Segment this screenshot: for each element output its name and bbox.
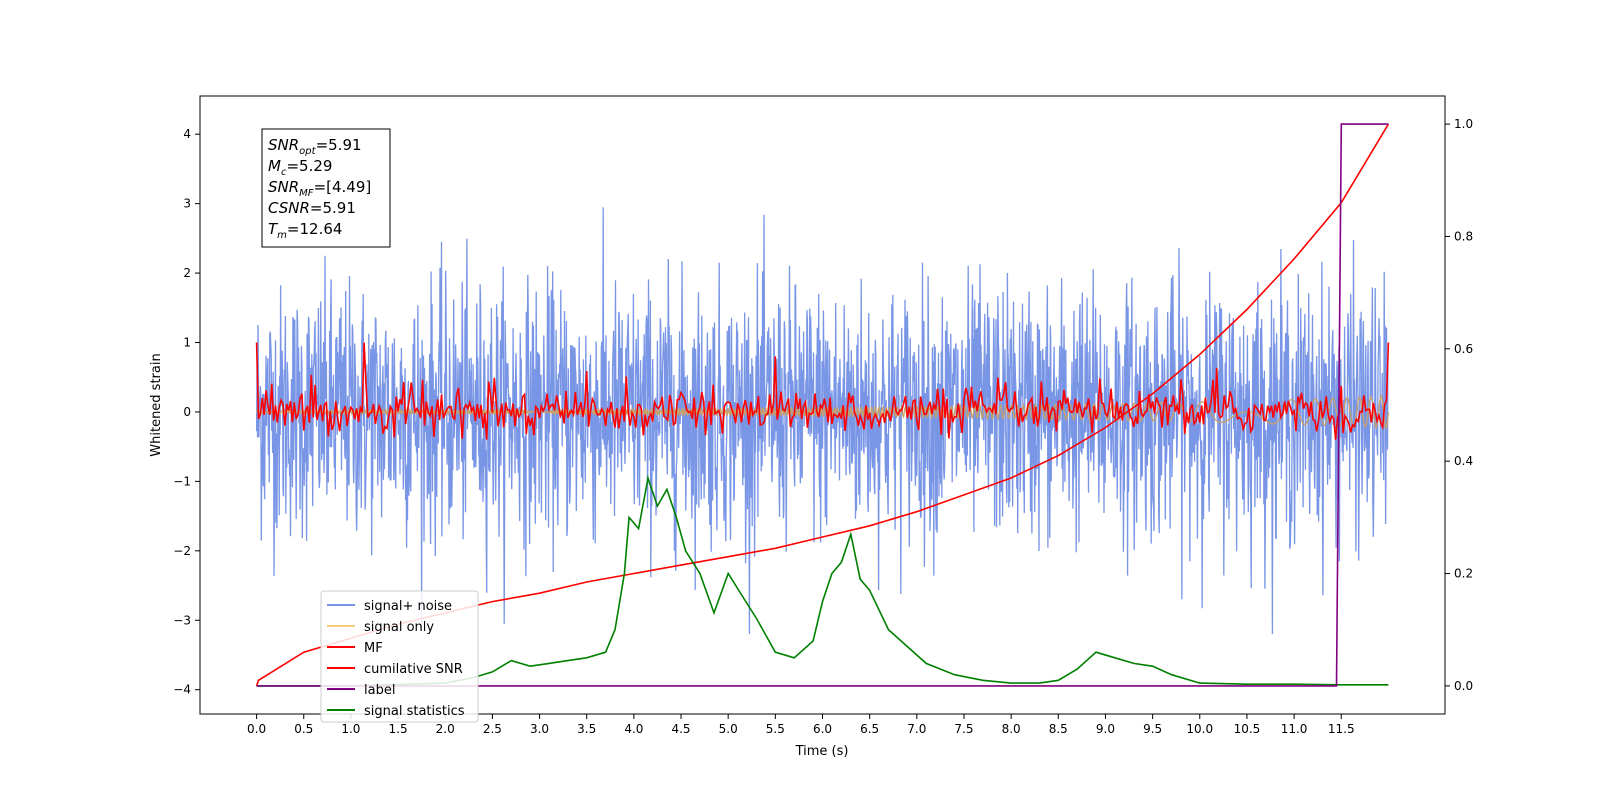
- series-signal-noise: [255, 207, 1389, 635]
- legend-label: signal statistics: [364, 704, 465, 719]
- x-tick-label: 10.5: [1234, 722, 1261, 736]
- x-tick-label: 5.5: [766, 722, 785, 736]
- legend-label: cumilative SNR: [364, 662, 463, 677]
- x-tick-label: 1.5: [389, 722, 408, 736]
- info-box-frame: [261, 128, 391, 248]
- y-axis-label: Whitened strain: [149, 353, 164, 456]
- x-tick-label: 3.5: [577, 722, 596, 736]
- x-tick-label: 0.0: [247, 722, 266, 736]
- x-tick-label: 7.5: [954, 722, 973, 736]
- y-tick-label: 2: [183, 266, 191, 280]
- x-axis: 0.0 0.5 1.0 1.5 2.0 2.5 3.0 3.5 4.0 4.5 5.0 5.5 6.0 6…: [247, 714, 1355, 736]
- y2-tick-label: 0.8: [1454, 229, 1473, 243]
- legend-label: label: [364, 683, 395, 698]
- series-signal-only: [256, 394, 1390, 430]
- x-tick-label: 4.5: [671, 722, 690, 736]
- x-tick-label: 1.0: [341, 722, 360, 736]
- y-axis-left: −4 −3 −2 −1 0 1 2 3 4: [173, 127, 200, 697]
- x-tick-label: 11.0: [1281, 722, 1308, 736]
- y-tick-label: 1: [183, 336, 191, 350]
- y-tick-label: −4: [173, 683, 191, 697]
- y2-tick-label: 0.2: [1454, 567, 1473, 581]
- x-tick-label: 2.0: [436, 722, 455, 736]
- series-mf: [255, 342, 1390, 440]
- x-tick-label: 8.5: [1049, 722, 1068, 736]
- series-signal-statistics: [256, 474, 1389, 687]
- info-line: CSNR=5.91: [268, 199, 356, 217]
- info-line: Tm=12.64: [268, 220, 342, 241]
- y-axis-right: 0.0 0.2 0.4 0.6 0.8 1.0: [1445, 117, 1473, 693]
- x-tick-label: 10.0: [1186, 722, 1213, 736]
- y2-tick-label: 0.0: [1454, 679, 1473, 693]
- y2-tick-label: 0.4: [1454, 454, 1473, 468]
- y-tick-label: −1: [173, 474, 191, 488]
- y2-tick-label: 0.6: [1454, 342, 1473, 356]
- x-tick-label: 3.0: [530, 722, 549, 736]
- x-tick-label: 9.0: [1096, 722, 1115, 736]
- y-tick-label: 0: [183, 405, 191, 419]
- legend-frame: [320, 590, 479, 723]
- y-tick-label: −3: [173, 613, 191, 627]
- x-tick-label: 0.5: [294, 722, 313, 736]
- legend-label: signal only: [364, 620, 434, 635]
- series-label: [256, 123, 1389, 687]
- x-tick-label: 7.0: [907, 722, 926, 736]
- info-line: SNRopt=5.91: [268, 136, 362, 157]
- legend: signal+ noise signal only MF cumilative SNR…: [320, 590, 479, 723]
- x-axis-label: Time (s): [795, 744, 849, 759]
- x-tick-label: 6.5: [860, 722, 879, 736]
- x-tick-label: 2.5: [483, 722, 502, 736]
- legend-label: MF: [364, 641, 383, 656]
- y-tick-label: 4: [183, 127, 191, 141]
- x-tick-label: 9.5: [1143, 722, 1162, 736]
- info-line: Mc=5.29: [268, 157, 332, 178]
- y-tick-label: −2: [173, 544, 191, 558]
- y-tick-label: 3: [183, 197, 191, 211]
- x-tick-label: 4.0: [624, 722, 643, 736]
- x-tick-label: 6.0: [813, 722, 832, 736]
- x-tick-label: 11.5: [1328, 722, 1355, 736]
- y2-tick-label: 1.0: [1454, 117, 1473, 131]
- x-tick-label: 8.0: [1002, 722, 1021, 736]
- x-tick-label: 5.0: [719, 722, 738, 736]
- legend-label: signal+ noise: [364, 599, 452, 614]
- info-line: SNRMF=[4.49]: [268, 178, 371, 199]
